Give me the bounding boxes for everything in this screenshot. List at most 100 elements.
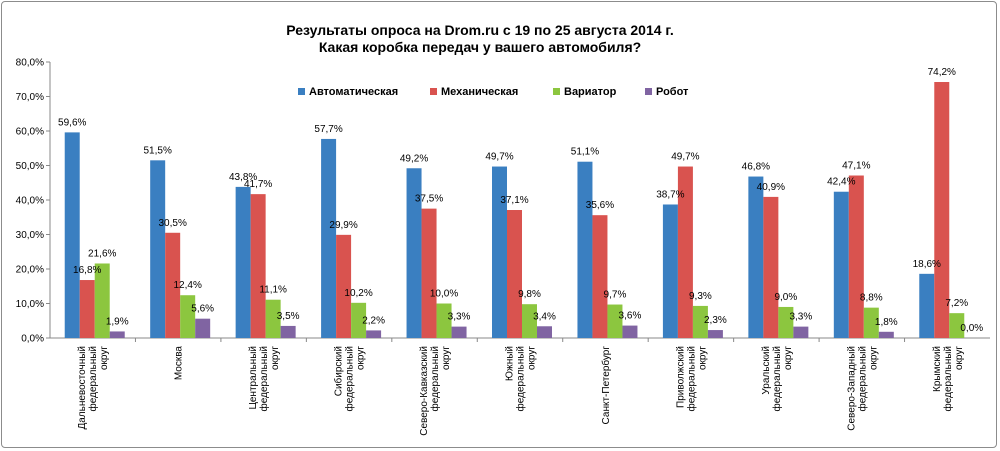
category-label: Сибирский федеральный округ (333, 346, 367, 412)
chart-title-line: Какая коробка передач у вашего автомобил… (319, 39, 641, 55)
category-label-line: округ (954, 346, 965, 370)
category-label-line: Сибирский (333, 346, 345, 396)
bar (863, 307, 879, 338)
data-label: 49,7% (671, 152, 699, 163)
bar (150, 160, 166, 338)
bar (748, 176, 764, 338)
legend-label: Механическая (441, 86, 518, 98)
data-label: 40,9% (757, 182, 785, 193)
data-label: 37,5% (415, 194, 443, 205)
data-label: 29,9% (329, 220, 357, 231)
bar (919, 273, 935, 338)
bar (265, 299, 281, 338)
data-label: 10,2% (344, 288, 372, 299)
bar (94, 263, 110, 338)
data-label: 3,5% (277, 311, 300, 322)
category-label-line: Санкт-Петербург (600, 346, 612, 425)
data-label: 38,7% (656, 189, 684, 200)
bar (577, 161, 593, 338)
category-label-line: округ (868, 346, 879, 370)
bar (109, 331, 125, 338)
data-label: 37,1% (500, 195, 528, 206)
y-tick-label: 20,0% (16, 265, 44, 276)
bar (79, 280, 95, 338)
y-tick-label: 10,0% (16, 299, 44, 310)
data-label: 1,8% (875, 317, 898, 328)
legend-swatch (298, 88, 305, 95)
category-label: Дальневосточный федеральный округ (77, 346, 110, 430)
legend: Автоматическая Механическая Вариатор Робот (298, 86, 689, 98)
category-label-line: федеральный (515, 346, 527, 411)
bar (507, 210, 522, 338)
bar (607, 304, 623, 338)
category-label: Санкт-Петербург (600, 346, 612, 425)
bar (878, 331, 894, 338)
category-label-line: Южный (505, 346, 516, 381)
category-label-line: Северо-Кавказский (419, 346, 430, 436)
data-label: 47,1% (842, 161, 870, 172)
category-label-line: федеральный (856, 346, 868, 411)
data-label: 10,0% (430, 289, 458, 300)
category-label-line: федеральный (344, 346, 356, 411)
legend-swatch (553, 88, 560, 95)
bar (366, 330, 382, 338)
data-label: 59,6% (58, 117, 86, 128)
bar (250, 194, 266, 338)
bar (280, 325, 296, 338)
bar (165, 232, 181, 338)
data-label: 18,6% (913, 259, 941, 270)
bar (934, 82, 950, 338)
category-label-line: федеральный (942, 346, 954, 411)
data-label: 0,0% (960, 323, 983, 334)
category-label-line: федеральный (87, 346, 99, 411)
y-tick-label: 50,0% (16, 161, 44, 172)
category-label: Северо-Кавказский федеральный округ (419, 346, 452, 436)
bar (451, 326, 467, 338)
category-label-line: Северо-Западный (846, 346, 857, 431)
category-label-line: федеральный (429, 346, 441, 411)
bar (195, 318, 211, 338)
data-label: 42,4% (827, 177, 855, 188)
data-label: 43,8% (229, 172, 257, 183)
category-label: Москва (174, 346, 185, 381)
data-label: 49,7% (485, 152, 513, 163)
y-tick-label: 60,0% (16, 127, 44, 138)
data-labels: 59,6% 16,8% 21,6% 1,9% 51,5% 30,5% 12,4% 5,6% 43… (58, 67, 983, 334)
category-label-line: Москва (174, 346, 185, 381)
y-tick-label: 40,0% (16, 196, 44, 207)
bar (793, 326, 809, 338)
category-label-line: Центральный (248, 346, 259, 410)
category-label: Уральский федеральный округ (761, 346, 794, 412)
bar (763, 196, 779, 338)
category-label-line: Крымский (932, 346, 943, 392)
bar (436, 303, 452, 338)
bar (492, 166, 507, 338)
bar (406, 168, 422, 338)
data-label: 9,7% (604, 290, 627, 301)
bar (662, 204, 678, 338)
data-label: 2,3% (704, 315, 727, 326)
category-label: Северо-Западный федеральный округ (846, 346, 879, 431)
data-label: 11,1% (259, 285, 287, 296)
legend-label: Вариатор (564, 86, 617, 98)
y-axis: 0,0% 10,0% 20,0% 30,0% 40,0% 50,0% 60,0% 70,0% 8… (16, 58, 50, 345)
y-tick-label: 70,0% (16, 92, 44, 103)
data-label: 3,3% (789, 312, 812, 323)
chart-title: Результаты опроса на Drom.ru с 19 по 25 … (286, 22, 673, 55)
category-label-line: округ (527, 346, 538, 370)
legend-swatch (430, 88, 437, 95)
data-label: 21,6% (88, 248, 116, 259)
bar (421, 208, 437, 338)
category-label-line: округ (697, 346, 708, 370)
category-label-line: федеральный (258, 346, 270, 411)
data-label: 8,8% (860, 293, 883, 304)
y-tick-label: 0,0% (21, 334, 44, 345)
category-label-line: федеральный (771, 346, 783, 411)
bar (235, 186, 251, 338)
bar (592, 215, 608, 338)
bar (180, 295, 196, 338)
data-label: 3,4% (533, 311, 556, 322)
bar (833, 191, 849, 338)
category-label: Южный федеральный округ (505, 346, 538, 412)
